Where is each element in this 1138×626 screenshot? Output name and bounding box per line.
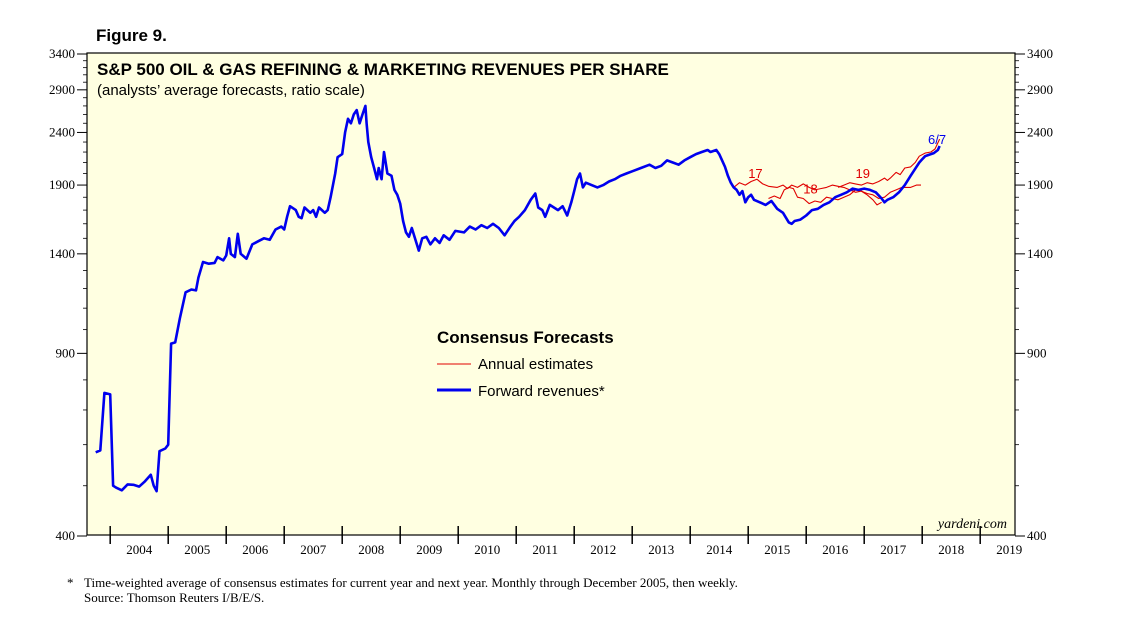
annual-year-label: 18 — [803, 182, 817, 197]
y-tick-label-right: 1400 — [1027, 246, 1053, 261]
chart-subtitle: (analysts’ average forecasts, ratio scal… — [97, 82, 365, 99]
series-line-forward — [95, 104, 941, 493]
x-tick-label: 2015 — [764, 542, 790, 557]
legend-label-forward: Forward revenues* — [478, 383, 605, 400]
x-tick-label: 2019 — [996, 542, 1022, 557]
last-date-label: 6/7 — [928, 132, 946, 147]
y-tick-label-left: 2900 — [49, 82, 75, 97]
x-tick-label: 2007 — [300, 542, 327, 557]
x-tick-label: 2004 — [126, 542, 153, 557]
annotations: 17 18 19 — [748, 166, 870, 196]
series-line-annual — [768, 184, 921, 205]
footnote-line1: Time-weighted average of consensus estim… — [84, 575, 738, 590]
y-tick-label-left: 1900 — [49, 177, 75, 192]
x-tick-label: 2010 — [474, 542, 500, 557]
y-tick-label-right: 900 — [1027, 345, 1047, 360]
footnote-marker: * — [67, 575, 74, 590]
y-tick-label-right: 400 — [1027, 528, 1047, 543]
y-tick-label-left: 3400 — [49, 46, 75, 61]
annual-year-label: 17 — [748, 166, 762, 181]
x-tick-label: 2006 — [242, 542, 269, 557]
plot-area — [86, 52, 1016, 536]
y-tick-label-left: 2400 — [49, 124, 75, 139]
y-tick-label-right: 2400 — [1027, 124, 1053, 139]
x-tick-label: 2017 — [880, 542, 907, 557]
x-tick-label: 2008 — [358, 542, 384, 557]
figure-label: Figure 9. — [96, 26, 167, 45]
x-tick-label: 2009 — [416, 542, 442, 557]
x-tick-label: 2016 — [822, 542, 849, 557]
y-tick-label-right: 2900 — [1027, 82, 1053, 97]
y-tick-label-left: 1400 — [49, 246, 75, 261]
x-tick-label: 2013 — [648, 542, 674, 557]
x-axis: 2004 2005 2006 2007 2008 2009 2010 2011 2012 2013… — [109, 526, 1022, 557]
legend: Consensus Forecasts Annual estimates For… — [437, 328, 614, 400]
y-tick-label-right: 1900 — [1027, 177, 1053, 192]
x-tick-label: 2018 — [938, 542, 964, 557]
chart-title: S&P 500 OIL & GAS REFINING & MARKETING R… — [97, 60, 669, 79]
series-line-annual — [837, 138, 941, 188]
x-tick-label: 2014 — [706, 542, 733, 557]
x-tick-label: 2005 — [184, 542, 210, 557]
y-axis-right: 400 900 1400 1900 2400 2900 3400 — [1015, 46, 1053, 543]
annual-year-label: 19 — [856, 166, 870, 181]
series-line-annual — [733, 178, 882, 206]
series-group — [95, 104, 941, 493]
legend-title: Consensus Forecasts — [437, 328, 614, 347]
y-tick-label-left: 400 — [56, 528, 76, 543]
x-tick-label: 2011 — [532, 542, 558, 557]
legend-label-annual: Annual estimates — [478, 356, 593, 373]
y-axis-left: 400 900 1400 1900 2400 2900 3400 — [49, 46, 87, 543]
y-tick-label-left: 900 — [56, 345, 76, 360]
x-tick-label: 2012 — [590, 542, 616, 557]
y-tick-label-right: 3400 — [1027, 46, 1053, 61]
footnote-line2: Source: Thomson Reuters I/B/E/S. — [84, 590, 264, 605]
watermark: yardeni.com — [936, 517, 1007, 532]
